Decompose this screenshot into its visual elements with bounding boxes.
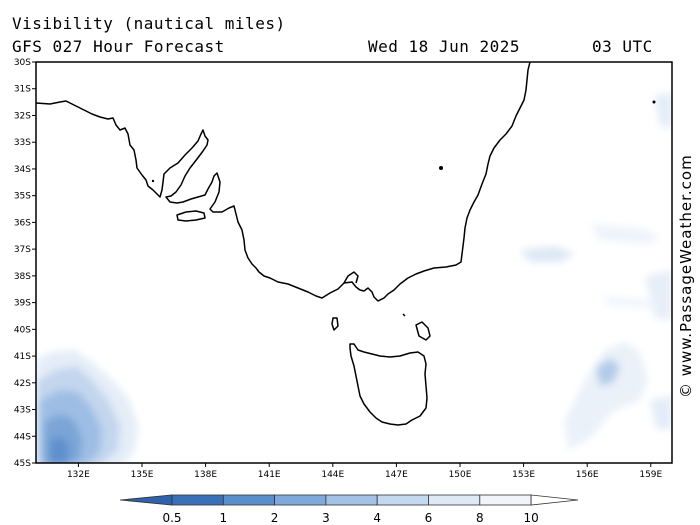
legend-label: 0.5 xyxy=(162,511,181,525)
bass-strait-islet xyxy=(402,313,406,317)
lat-label: 32S xyxy=(14,111,31,121)
lat-label: 45S xyxy=(14,459,31,469)
legend-arrow-low xyxy=(119,494,173,506)
lon-label: 150E xyxy=(449,470,472,480)
lon-label: 153E xyxy=(512,470,535,480)
lat-label: 37S xyxy=(14,245,31,255)
lat-label: 39S xyxy=(14,299,31,309)
island-marker xyxy=(151,179,155,183)
island-markers xyxy=(151,100,656,183)
legend-swatch xyxy=(222,494,276,506)
lat-label: 30S xyxy=(14,58,31,68)
legend-label: 6 xyxy=(425,511,433,525)
lat-label: 34S xyxy=(14,165,31,175)
legend-arrow-high xyxy=(530,494,579,506)
coastlines xyxy=(36,62,531,426)
fog-area-tasman xyxy=(520,92,672,450)
latitude-axis: 30S 31S 32S 33S 34S 35S 36S 37S 38S 39S 40S 41S 42S 4… xyxy=(14,58,36,469)
map-frame xyxy=(35,61,673,464)
forecast-time: 03 UTC xyxy=(592,37,653,56)
lat-label: 42S xyxy=(14,379,31,389)
legend-swatch xyxy=(274,494,327,506)
lat-label: 36S xyxy=(14,218,31,228)
island-marker xyxy=(652,100,656,104)
legend-label: 1 xyxy=(219,511,227,525)
legend-label: 10 xyxy=(523,511,538,525)
visibility-legend: 0.5 1 2 3 4 6 8 10 xyxy=(119,494,579,525)
legend-swatch xyxy=(325,494,378,506)
island-marker xyxy=(439,166,443,170)
longitude-axis: 132E 135E 138E 141E 144E 147E 150E 153E 156E 159E xyxy=(67,463,663,480)
legend-swatch xyxy=(428,494,481,506)
lat-label: 44S xyxy=(14,432,31,442)
lon-label: 147E xyxy=(385,470,408,480)
lat-label: 38S xyxy=(14,272,31,282)
lat-label: 40S xyxy=(14,325,31,335)
mainland-coastline xyxy=(36,62,531,302)
visibility-shading xyxy=(36,92,672,463)
lon-label: 141E xyxy=(258,470,281,480)
legend-label: 2 xyxy=(271,511,279,525)
legend-swatch xyxy=(171,494,224,506)
lat-label: 31S xyxy=(14,85,31,95)
port-phillip-bay xyxy=(343,271,359,284)
lon-label: 156E xyxy=(576,470,599,480)
legend-label: 4 xyxy=(373,511,381,525)
king-island xyxy=(331,317,339,331)
lon-label: 135E xyxy=(131,470,154,480)
lat-label: 33S xyxy=(14,138,31,148)
legend-label: 8 xyxy=(476,511,484,525)
map-title: Visibility (nautical miles) xyxy=(12,14,286,33)
lon-label: 144E xyxy=(321,470,344,480)
tasmania-coastline xyxy=(349,343,428,426)
legend-swatch xyxy=(479,494,532,506)
flinders-island xyxy=(415,321,431,341)
legend-label: 3 xyxy=(322,511,330,525)
lat-label: 43S xyxy=(14,406,31,416)
lon-label: 159E xyxy=(639,470,662,480)
lat-label: 35S xyxy=(14,192,31,202)
kangaroo-island xyxy=(176,210,206,222)
forecast-subtitle: GFS 027 Hour Forecast xyxy=(12,37,225,56)
lon-label: 138E xyxy=(194,470,217,480)
lon-label: 132E xyxy=(67,470,90,480)
forecast-date: Wed 18 Jun 2025 xyxy=(368,37,520,56)
fog-area-southwest xyxy=(36,350,138,463)
legend-swatch xyxy=(376,494,429,506)
lat-label: 41S xyxy=(14,352,31,362)
